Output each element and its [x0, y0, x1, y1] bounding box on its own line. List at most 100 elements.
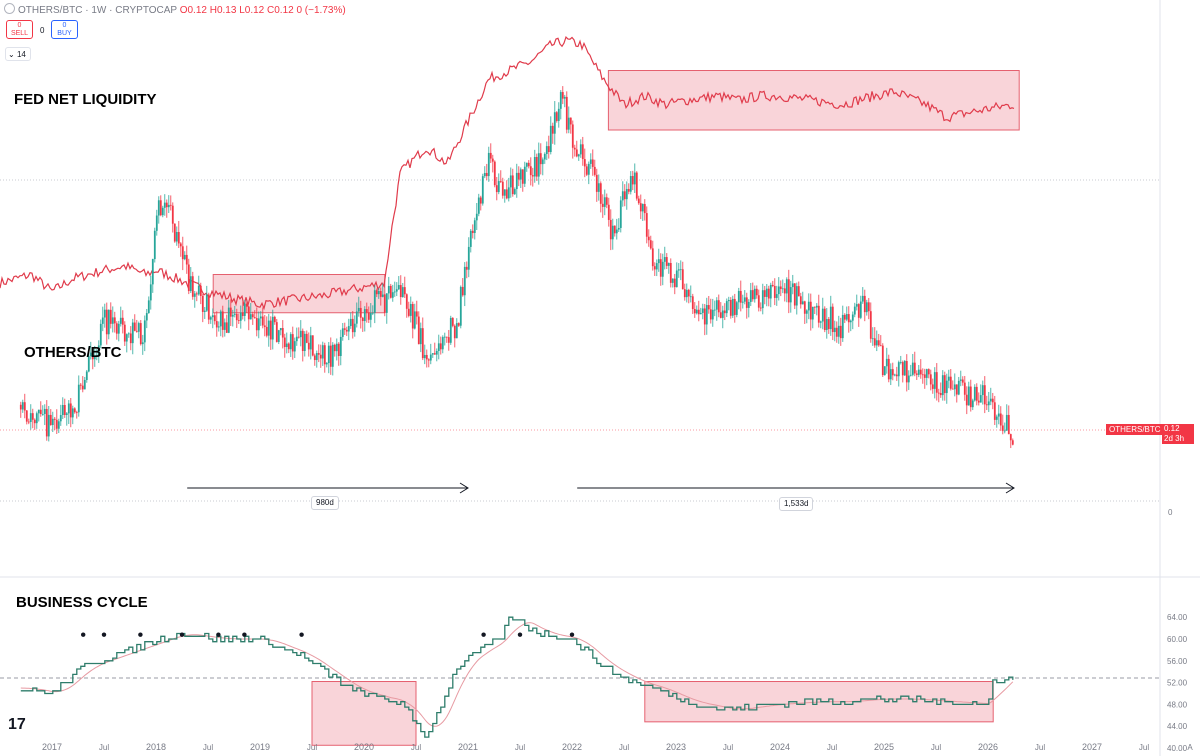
candle-body [165, 202, 168, 208]
candle-body [437, 343, 440, 351]
sell-label: SELL [10, 30, 29, 37]
candle-body [941, 375, 944, 396]
time-axis-tick-label: Jul [1035, 743, 1045, 752]
candle-body [601, 203, 604, 207]
candle-body [607, 204, 610, 220]
candle-body [311, 335, 314, 356]
candle-body [751, 290, 754, 300]
candle-body [829, 306, 832, 330]
candle-body [965, 394, 968, 406]
business-cycle-annotation: BUSINESS CYCLE [16, 594, 148, 611]
candle-body [339, 336, 342, 357]
candle-body [203, 310, 206, 312]
candle-body [613, 225, 616, 234]
candle-body [367, 312, 370, 320]
sell-price: 0 [17, 22, 22, 29]
candle-body [391, 292, 394, 298]
candle-body [913, 362, 916, 374]
fed-box-2022 [607, 70, 1020, 131]
candle-body [753, 288, 756, 300]
candle-body [67, 403, 70, 414]
candle-body [781, 288, 784, 290]
candle-body [499, 181, 502, 182]
date-range-measures [187, 482, 1015, 494]
candle-body [701, 308, 704, 313]
candle-body [797, 286, 800, 297]
candle-body [959, 379, 962, 381]
candle-body [773, 286, 776, 298]
candle-body [659, 259, 662, 277]
candle-body [795, 286, 798, 306]
candle-body [333, 344, 336, 352]
symbol-name[interactable]: OTHERS/BTC [18, 5, 83, 16]
candle-body [289, 334, 292, 350]
last-price-value: 0.12 [1164, 424, 1180, 433]
measure-label-1533d: 1,533d [779, 497, 814, 511]
candle-body [429, 354, 432, 361]
candle-body [745, 297, 748, 308]
candle-body [245, 303, 248, 307]
candle-body [393, 291, 396, 293]
candle-body [889, 369, 892, 380]
candle-body [565, 96, 568, 130]
candle-body [191, 276, 194, 297]
candle-body [861, 295, 864, 302]
candle-body [783, 288, 786, 294]
candle-body [983, 385, 986, 405]
tradingview-logo-icon[interactable]: 17 [8, 716, 26, 733]
buy-button[interactable]: 0 BUY [51, 20, 78, 39]
candle-body [291, 334, 294, 352]
candle-body [33, 419, 36, 424]
candle-body [515, 172, 518, 190]
candle-body [757, 295, 760, 308]
sell-button[interactable]: 0 SELL [6, 20, 33, 39]
candle-body [95, 354, 98, 357]
candle-body [561, 92, 564, 99]
candle-body [487, 152, 490, 177]
time-axis-tick-label: Jul [931, 743, 941, 752]
candle-body [817, 305, 820, 323]
candle-body [707, 305, 710, 310]
candle-body [397, 285, 400, 290]
candle-body [423, 354, 426, 359]
candle-body [51, 418, 54, 426]
candle-body [511, 175, 514, 195]
candle-body [451, 317, 454, 326]
candle-body [111, 317, 114, 324]
candle-body [843, 314, 846, 320]
candle-body [197, 285, 200, 295]
candle-body [497, 181, 500, 193]
interval[interactable]: 1W [91, 5, 107, 16]
candle-body [731, 298, 734, 316]
candle-body [71, 408, 74, 418]
candle-body [249, 314, 252, 320]
candle-body [801, 301, 804, 305]
candle-body [353, 323, 356, 333]
candle-body [891, 369, 894, 376]
indicators-toggle[interactable]: ⌄ 14 [5, 47, 31, 61]
candle-body [605, 197, 608, 205]
time-axis-tick-label: Jul [515, 743, 525, 752]
candle-body [863, 295, 866, 313]
candle-body [65, 413, 68, 415]
candle-body [37, 409, 40, 414]
candle-body [377, 291, 380, 295]
candle-body [519, 169, 522, 180]
candle-body [915, 373, 918, 375]
candle-body [471, 230, 474, 234]
candle-body [517, 172, 520, 180]
candle-body [123, 324, 126, 342]
time-axis-tick-label: 2021 [458, 742, 478, 752]
candle-body [477, 197, 480, 214]
candle-body [227, 307, 230, 333]
time-axis-tick-label: 2025 [874, 742, 894, 752]
candle-body [679, 269, 682, 271]
candle-body [839, 325, 842, 339]
candle-body [87, 356, 90, 372]
candle-body [859, 301, 862, 318]
candle-body [699, 312, 702, 315]
candle-body [617, 227, 620, 230]
candle-body [765, 288, 768, 297]
candle-body [137, 323, 140, 332]
